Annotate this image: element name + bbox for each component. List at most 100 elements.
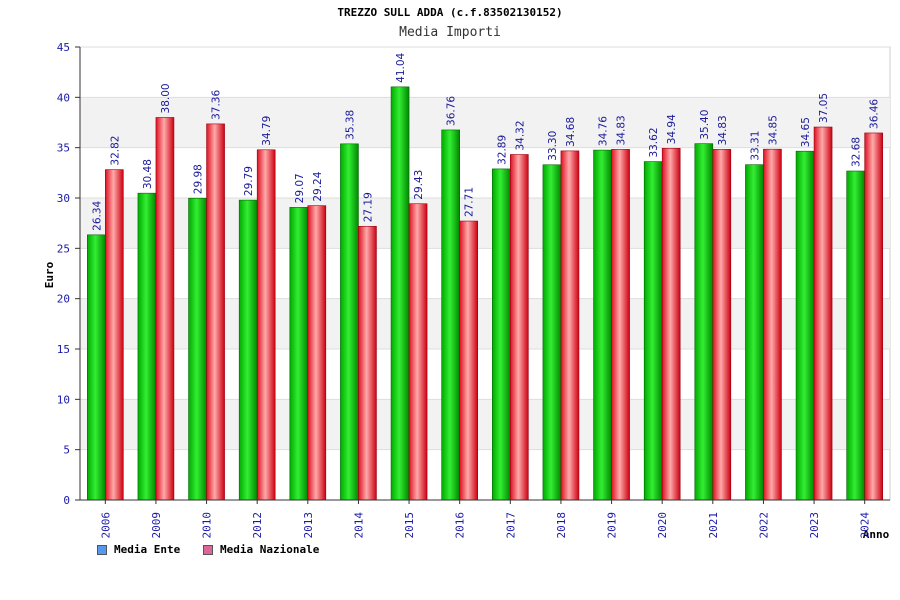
x-tick-label: 2024 [859, 512, 872, 539]
bar-media-nazionale [712, 149, 732, 501]
data-label-media-ente: 35.40 [699, 110, 711, 140]
bar-media-ente [542, 164, 562, 501]
bar-media-ente [289, 207, 309, 501]
bar-media-nazionale [661, 147, 681, 501]
bar-media-ente [643, 161, 663, 501]
data-label-media-ente: 29.07 [294, 173, 306, 203]
data-label-media-nazionale: 34.83 [616, 115, 628, 145]
data-label-media-nazionale: 36.46 [869, 99, 881, 129]
y-axis-label: Euro [43, 261, 56, 288]
data-label-media-nazionale: 37.05 [818, 93, 830, 123]
data-label-media-nazionale: 34.32 [514, 120, 526, 150]
data-label-media-nazionale: 34.79 [261, 116, 273, 146]
legend-label-media-ente: Media Ente [114, 543, 181, 556]
data-label-media-ente: 32.89 [496, 135, 508, 165]
bar-media-ente [188, 197, 207, 501]
bar-media-ente [441, 129, 460, 501]
y-tick-label: 25 [57, 242, 70, 255]
x-tick-label: 2013 [302, 512, 315, 539]
y-tick-label: 15 [57, 343, 70, 356]
x-tick-label: 2018 [555, 512, 568, 539]
legend-label-media-nazionale: Media Nazionale [220, 543, 320, 556]
y-tick-label: 45 [57, 41, 70, 54]
x-tick-label: 2009 [150, 512, 163, 539]
data-label-media-ente: 33.30 [547, 131, 559, 161]
x-tick-label: 2019 [606, 512, 619, 539]
data-label-media-ente: 30.48 [142, 159, 154, 189]
bar-media-nazionale [307, 205, 327, 501]
x-tick-label: 2021 [707, 512, 720, 539]
data-label-media-nazionale: 29.43 [413, 170, 425, 200]
legend-swatch-media-ente [97, 544, 107, 555]
bar-media-ente [87, 234, 106, 501]
bar-media-ente [137, 192, 157, 501]
y-tick-label: 40 [57, 91, 70, 104]
data-label-media-nazionale: 27.19 [362, 192, 374, 222]
y-tick-label: 30 [57, 192, 70, 205]
data-label-media-ente: 33.62 [648, 127, 660, 157]
data-label-media-ente: 29.98 [193, 164, 205, 194]
data-label-media-nazionale: 34.94 [666, 114, 678, 144]
x-axis-label: Anno [863, 528, 890, 541]
bar-media-ente [745, 164, 764, 501]
bar-media-nazionale [459, 220, 478, 501]
legend-item-media-ente: Media Ente [97, 543, 180, 556]
bar-media-ente [795, 150, 815, 501]
x-tick-label: 2014 [352, 512, 365, 539]
x-tick-label: 2023 [808, 512, 821, 539]
data-label-media-nazionale: 38.00 [160, 83, 172, 113]
data-label-media-nazionale: 37.36 [211, 90, 223, 120]
bar-media-nazionale [611, 149, 630, 501]
data-label-media-ente: 29.79 [243, 166, 255, 196]
y-tick-label: 10 [57, 393, 70, 406]
data-label-media-ente: 34.76 [598, 116, 610, 146]
bar-media-ente [593, 149, 612, 501]
legend-swatch-media-nazionale [203, 544, 213, 555]
x-tick-label: 2020 [656, 512, 669, 539]
y-tick-label: 35 [57, 142, 70, 155]
y-tick-label: 20 [57, 293, 70, 306]
x-tick-label: 2015 [403, 512, 416, 539]
bar-media-nazionale [358, 225, 377, 501]
data-label-media-nazionale: 34.68 [565, 117, 577, 147]
bar-media-nazionale [206, 123, 225, 501]
bar-media-nazionale [813, 126, 833, 501]
data-label-media-ente: 34.65 [800, 117, 812, 147]
bar-media-ente [694, 143, 714, 501]
data-label-media-nazionale: 27.71 [464, 187, 476, 217]
bar-media-nazionale [510, 154, 529, 501]
x-tick-label: 2016 [454, 512, 467, 539]
data-label-media-nazionale: 32.82 [109, 136, 121, 166]
bar-media-ente [238, 199, 258, 501]
bar-media-nazionale [560, 150, 580, 501]
x-tick-label: 2012 [251, 512, 264, 539]
legend-item-media-nazionale: Media Nazionale [203, 543, 319, 556]
data-label-media-ente: 26.34 [91, 200, 103, 230]
bar-media-ente [492, 168, 511, 501]
data-label-media-nazionale: 29.24 [312, 171, 324, 201]
x-tick-label: 2017 [504, 512, 517, 539]
bar-media-nazionale [105, 169, 124, 501]
x-tick-label: 2006 [99, 512, 112, 539]
data-label-media-ente: 33.31 [749, 131, 761, 161]
bar-media-nazionale [256, 149, 276, 501]
chart-subtitle: Media Importi [399, 25, 501, 40]
bar-media-nazionale [155, 117, 175, 501]
data-label-media-ente: 36.76 [446, 96, 458, 126]
data-label-media-ente: 41.04 [395, 52, 407, 82]
bar-media-nazionale [864, 132, 883, 501]
data-label-media-ente: 32.68 [851, 137, 863, 167]
x-tick-label: 2010 [201, 512, 214, 539]
y-tick-label: 0 [63, 494, 70, 507]
x-tick-label: 2022 [757, 512, 770, 539]
y-tick-label: 5 [63, 444, 70, 457]
data-label-media-nazionale: 34.85 [767, 115, 779, 145]
bar-media-ente [846, 170, 865, 501]
bar-media-ente [390, 86, 410, 501]
data-label-media-nazionale: 34.83 [717, 115, 729, 145]
bar-media-nazionale [408, 203, 428, 501]
bar-media-ente [340, 143, 359, 501]
bar-media-nazionale [763, 148, 782, 501]
